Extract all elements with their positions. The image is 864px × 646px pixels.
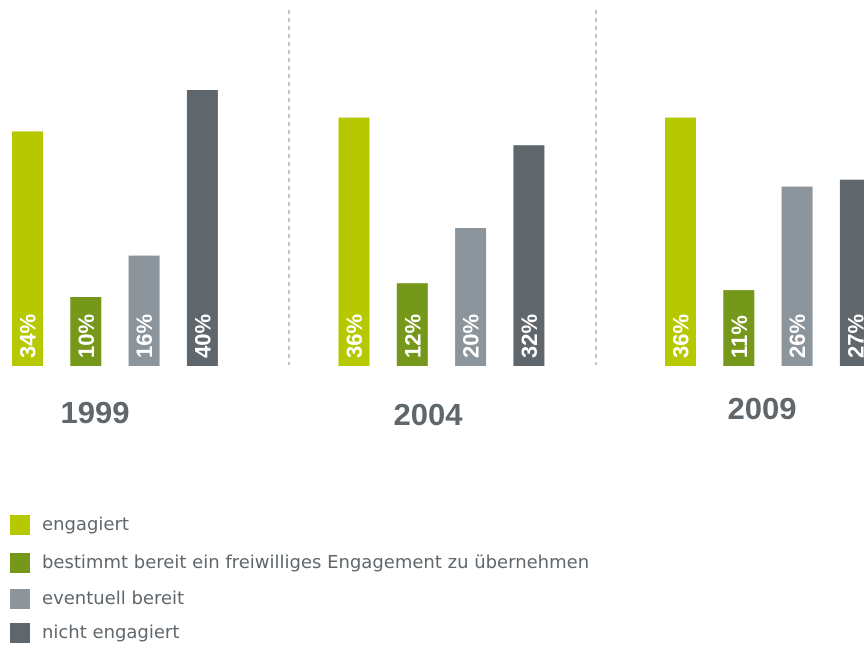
value-label: 26% [785,314,810,358]
value-label: 11% [727,315,752,358]
category-label: 1999 [61,395,130,430]
value-label: 32% [517,314,542,358]
value-label: 36% [669,314,694,358]
bar [338,117,370,366]
category-label: 2004 [394,397,464,432]
value-label: 27% [843,314,864,358]
value-label: 10% [74,314,99,358]
bar [70,297,102,366]
value-label: 12% [400,314,425,358]
category-label: 2009 [728,391,797,426]
bar [665,117,696,366]
legend-swatch [10,623,30,643]
value-label: 40% [190,314,215,358]
bar [455,228,487,366]
legend-label: nicht engagiert [42,622,179,643]
bar [513,145,545,366]
bar [186,90,218,366]
legend-label: eventuell bereit [42,588,184,609]
legend-label: engagiert [42,514,129,535]
value-label: 36% [342,314,367,358]
bar [12,131,43,366]
bar [723,290,755,366]
bar [781,186,813,366]
value-label: 16% [132,314,157,358]
bar [396,283,428,366]
legend-swatch [10,515,30,535]
legend-swatch [10,589,30,609]
bar [839,179,864,366]
bar [128,255,160,366]
legend-label: bestimmt bereit ein freiwilliges Engagem… [42,552,589,573]
legend-swatch [10,553,30,573]
value-label: 20% [459,314,484,358]
value-label: 34% [16,314,41,358]
